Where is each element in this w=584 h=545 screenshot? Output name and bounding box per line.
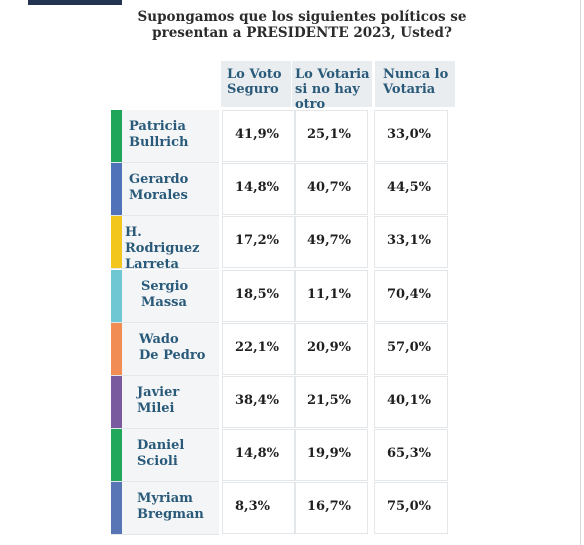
candidate-name: Myriam Bregman (137, 491, 229, 523)
value-votaria: 11,1% (294, 270, 368, 322)
value-votaria: 49,7% (294, 216, 368, 268)
candidate-name-cell: Wado De Pedro (111, 323, 219, 376)
party-color-bar (111, 376, 122, 428)
party-color-bar (111, 163, 122, 215)
value-seguro: 38,4% (222, 376, 296, 428)
candidate-name-cell: Patricia Bullrich (111, 110, 219, 163)
table-row: Gerardo Morales 14,8% 40,7% 44,5% (111, 163, 456, 216)
party-color-bar (111, 323, 122, 375)
header-lo-voto-seguro: Lo Voto Seguro (221, 61, 291, 107)
header-line: Votaria (383, 82, 436, 97)
party-color-bar (111, 216, 122, 268)
survey-title: Supongamos que los siguientes políticos … (92, 9, 512, 41)
header-line: otro (295, 97, 326, 112)
table-row: H. Rodriguez Larreta 17,2% 49,7% 33,1% (111, 216, 456, 272)
value-nunca: 70,4% (374, 270, 448, 322)
candidate-first-name: Daniel (137, 438, 185, 453)
candidate-name: Wado De Pedro (139, 332, 231, 364)
party-color-bar (111, 429, 122, 481)
value-nunca: 33,0% (374, 110, 448, 162)
candidate-name: H. Rodriguez Larreta (125, 225, 217, 273)
candidate-first-name: Javier (137, 385, 180, 400)
title-line-1: Supongamos que los siguientes políticos … (137, 9, 467, 25)
value-votaria: 16,7% (294, 482, 368, 534)
table-row: Sergio Massa 18,5% 11,1% 70,4% (111, 270, 456, 323)
candidate-first-name: Wado (139, 332, 179, 347)
value-seguro: 14,8% (222, 163, 296, 215)
table-row: Daniel Scioli 14,8% 19,9% 65,3% (111, 429, 456, 482)
candidate-last-name: Bregman (137, 507, 204, 522)
value-seguro: 14,8% (222, 429, 296, 481)
candidate-name: Sergio Massa (141, 279, 233, 311)
candidate-last-name: Milei (137, 401, 175, 416)
candidate-name-cell: Myriam Bregman (111, 482, 219, 535)
right-border-line (580, 0, 581, 545)
value-seguro: 18,5% (222, 270, 296, 322)
value-seguro: 41,9% (222, 110, 296, 162)
value-votaria: 19,9% (294, 429, 368, 481)
header-line: si no hay (295, 82, 360, 97)
top-decorative-bar (28, 0, 122, 5)
candidate-name: Patricia Bullrich (129, 119, 221, 151)
candidate-name: Javier Milei (137, 385, 229, 417)
header-nunca-lo-votaria: Nunca lo Votaria (375, 61, 455, 107)
candidate-name-cell: H. Rodriguez Larreta (111, 216, 219, 272)
candidate-last-name: Larreta (125, 257, 179, 272)
candidate-name-cell: Daniel Scioli (111, 429, 219, 482)
candidate-name: Gerardo Morales (129, 172, 221, 204)
party-color-bar (111, 482, 122, 534)
table-row: Myriam Bregman 8,3% 16,7% 75,0% (111, 482, 456, 535)
value-seguro: 22,1% (222, 323, 296, 375)
candidate-first-name: Sergio (141, 279, 189, 294)
value-votaria: 40,7% (294, 163, 368, 215)
candidate-first-name: Patricia (129, 119, 186, 134)
candidate-last-name: De Pedro (139, 348, 206, 363)
value-nunca: 33,1% (374, 216, 448, 268)
value-votaria: 20,9% (294, 323, 368, 375)
candidate-last-name: Morales (129, 188, 188, 203)
party-color-bar (111, 270, 122, 322)
header-lo-votaria: Lo Votaria si no hay otro (292, 61, 372, 112)
candidate-first-name: Myriam (137, 491, 193, 506)
value-seguro: 17,2% (222, 216, 296, 268)
value-nunca: 40,1% (374, 376, 448, 428)
value-votaria: 21,5% (294, 376, 368, 428)
candidate-name-cell: Sergio Massa (111, 270, 219, 323)
value-votaria: 25,1% (294, 110, 368, 162)
table-row: Javier Milei 38,4% 21,5% 40,1% (111, 376, 456, 429)
candidate-last-name: Scioli (137, 454, 178, 469)
header-line: Seguro (227, 82, 279, 97)
candidate-name-cell: Gerardo Morales (111, 163, 219, 216)
value-seguro: 8,3% (222, 482, 296, 534)
title-line-2: presentan a PRESIDENTE 2023, Usted? (152, 25, 452, 41)
candidate-first-name: Gerardo (129, 172, 189, 187)
candidate-last-name: Bullrich (129, 135, 189, 150)
value-nunca: 75,0% (374, 482, 448, 534)
value-nunca: 65,3% (374, 429, 448, 481)
candidate-name-cell: Javier Milei (111, 376, 219, 429)
header-line: Lo Voto (227, 67, 282, 82)
candidate-first-name: H. Rodriguez (125, 225, 200, 256)
header-line: Nunca lo (383, 67, 449, 82)
candidate-name: Daniel Scioli (137, 438, 229, 470)
table-row: Patricia Bullrich 41,9% 25,1% 33,0% (111, 110, 456, 163)
table-row: Wado De Pedro 22,1% 20,9% 57,0% (111, 323, 456, 376)
party-color-bar (111, 110, 122, 162)
value-nunca: 44,5% (374, 163, 448, 215)
value-nunca: 57,0% (374, 323, 448, 375)
candidate-last-name: Massa (141, 295, 187, 310)
header-line: Lo Votaria (295, 67, 370, 82)
